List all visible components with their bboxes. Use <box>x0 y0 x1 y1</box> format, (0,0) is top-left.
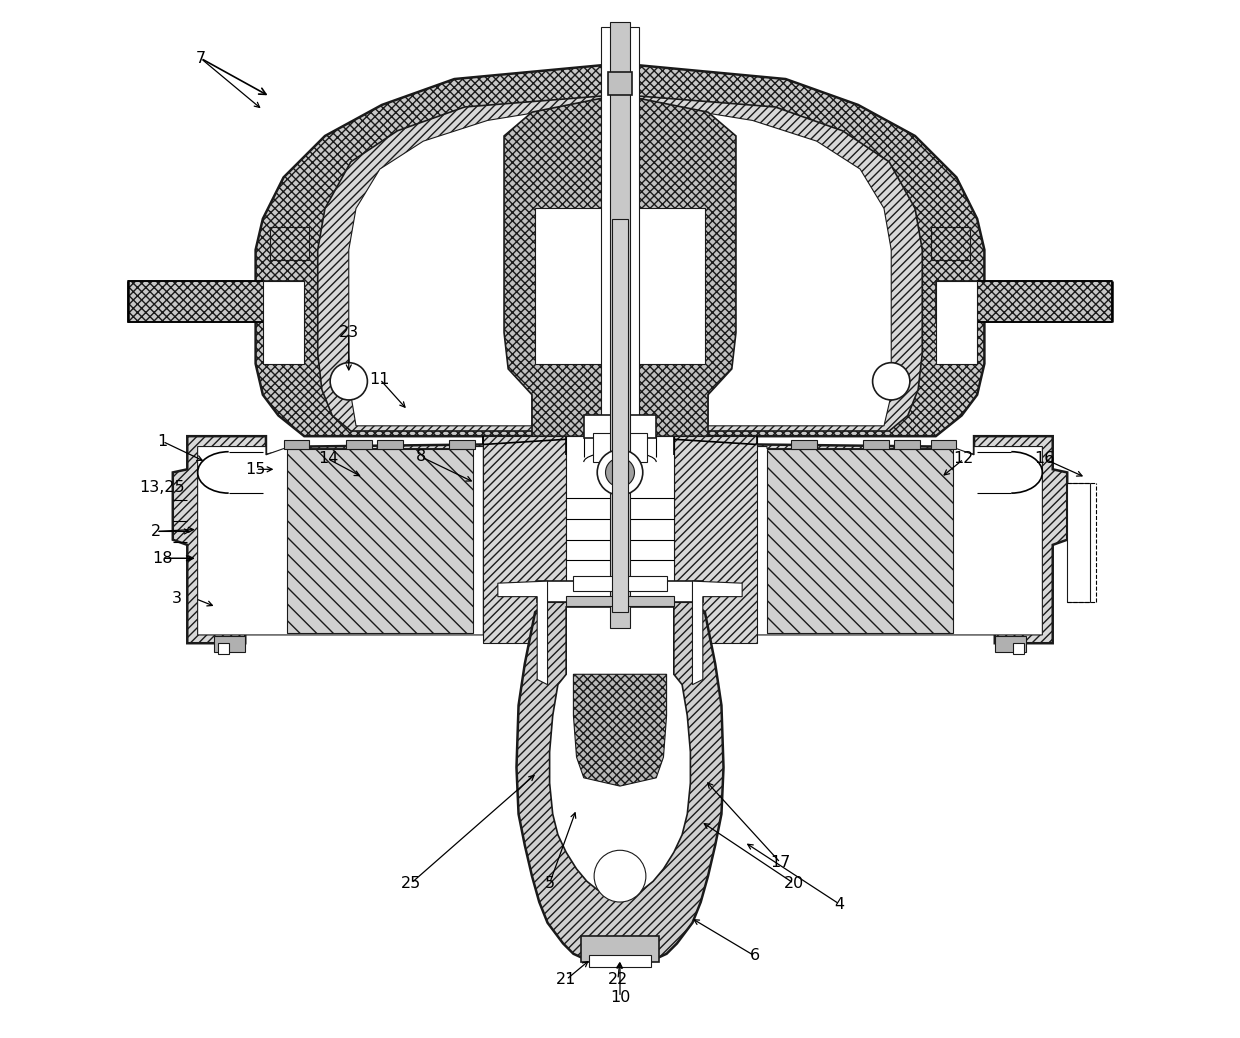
Circle shape <box>330 362 367 400</box>
Text: 12: 12 <box>954 452 973 466</box>
Circle shape <box>605 458 635 487</box>
Bar <box>611 219 629 612</box>
Polygon shape <box>692 581 743 685</box>
Polygon shape <box>172 436 1068 644</box>
Text: 6: 6 <box>749 949 760 963</box>
Bar <box>449 440 475 448</box>
Polygon shape <box>286 448 472 633</box>
Polygon shape <box>484 436 567 644</box>
Text: 3: 3 <box>172 592 182 606</box>
Polygon shape <box>673 436 756 644</box>
Polygon shape <box>255 63 985 436</box>
Bar <box>601 27 639 441</box>
Bar <box>573 576 667 592</box>
Bar <box>930 440 956 448</box>
Text: 5: 5 <box>544 876 554 891</box>
Text: 22: 22 <box>608 973 627 987</box>
Text: 7: 7 <box>196 51 206 65</box>
Bar <box>537 581 703 602</box>
Text: 18: 18 <box>153 551 172 566</box>
Circle shape <box>873 362 910 400</box>
Bar <box>580 936 660 962</box>
Bar <box>567 436 673 644</box>
Bar <box>894 440 920 448</box>
Text: 17: 17 <box>770 855 791 870</box>
Text: 25: 25 <box>401 876 422 891</box>
Polygon shape <box>708 113 892 426</box>
Bar <box>567 596 673 606</box>
Polygon shape <box>756 446 1043 635</box>
Bar <box>589 955 651 967</box>
Text: 15: 15 <box>246 462 265 476</box>
Bar <box>593 433 647 462</box>
Bar <box>1013 644 1024 654</box>
Polygon shape <box>348 113 532 426</box>
Text: 8: 8 <box>417 449 427 464</box>
Bar <box>1068 483 1090 602</box>
Bar <box>284 440 310 448</box>
Polygon shape <box>936 281 1112 323</box>
Bar <box>377 440 403 448</box>
Text: 1: 1 <box>157 434 167 448</box>
Bar <box>930 227 970 261</box>
Polygon shape <box>197 446 484 635</box>
Bar <box>536 209 608 363</box>
Bar <box>610 22 630 628</box>
Polygon shape <box>503 94 737 436</box>
Bar <box>863 440 889 448</box>
Bar <box>346 440 372 448</box>
Text: 20: 20 <box>784 876 804 891</box>
Polygon shape <box>517 602 723 962</box>
Polygon shape <box>317 94 923 431</box>
Text: 11: 11 <box>370 372 391 387</box>
Text: 14: 14 <box>317 452 339 466</box>
Bar <box>215 636 246 652</box>
Bar <box>994 636 1025 652</box>
Bar <box>584 415 656 438</box>
Polygon shape <box>549 607 691 898</box>
Bar <box>270 227 310 261</box>
Text: 16: 16 <box>1034 452 1055 466</box>
Polygon shape <box>573 675 667 786</box>
Text: 10: 10 <box>610 990 630 1005</box>
Text: 2: 2 <box>151 524 161 539</box>
Text: 23: 23 <box>339 325 358 340</box>
Polygon shape <box>497 581 548 685</box>
Text: 21: 21 <box>556 973 577 987</box>
Bar <box>632 209 704 363</box>
Bar <box>608 72 632 94</box>
Polygon shape <box>936 281 977 363</box>
Circle shape <box>598 449 642 495</box>
Bar <box>218 644 228 654</box>
Polygon shape <box>128 281 304 323</box>
Bar <box>791 440 817 448</box>
Text: 13,25: 13,25 <box>140 481 185 495</box>
Text: 4: 4 <box>835 897 844 911</box>
Polygon shape <box>263 281 304 363</box>
Circle shape <box>594 850 646 902</box>
Polygon shape <box>768 448 954 633</box>
